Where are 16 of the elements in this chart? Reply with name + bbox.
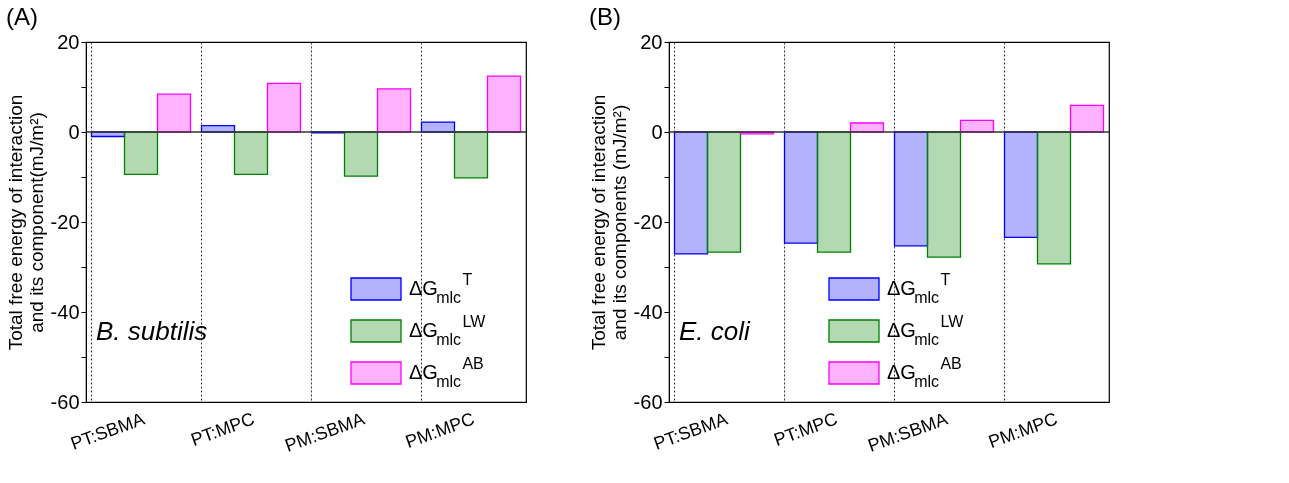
y-tick-label: -60 (50, 390, 80, 413)
annotation: E. coli (679, 316, 752, 346)
y-tick-label: -20 (50, 210, 80, 233)
y-tick-label: 0 (68, 120, 80, 143)
chart-title: (A) (6, 3, 39, 30)
y-tick-label: 0 (651, 120, 663, 143)
y-tick-label: 20 (640, 30, 663, 53)
y-tick-label: 20 (57, 30, 80, 53)
y-axis-title: Total free energy of interaction and its component(mJ/m²) (4, 94, 47, 351)
annotation: B. subtilis (96, 316, 208, 346)
y-axis-title: Total free energy of interaction and its components (mJ/m²) (587, 94, 630, 351)
y-tick-label: -40 (50, 300, 80, 323)
y-tick-label: -20 (633, 210, 663, 233)
y-tick-label: -60 (633, 390, 663, 413)
chart-title: (B) (589, 3, 622, 30)
y-tick-label: -40 (633, 300, 663, 323)
